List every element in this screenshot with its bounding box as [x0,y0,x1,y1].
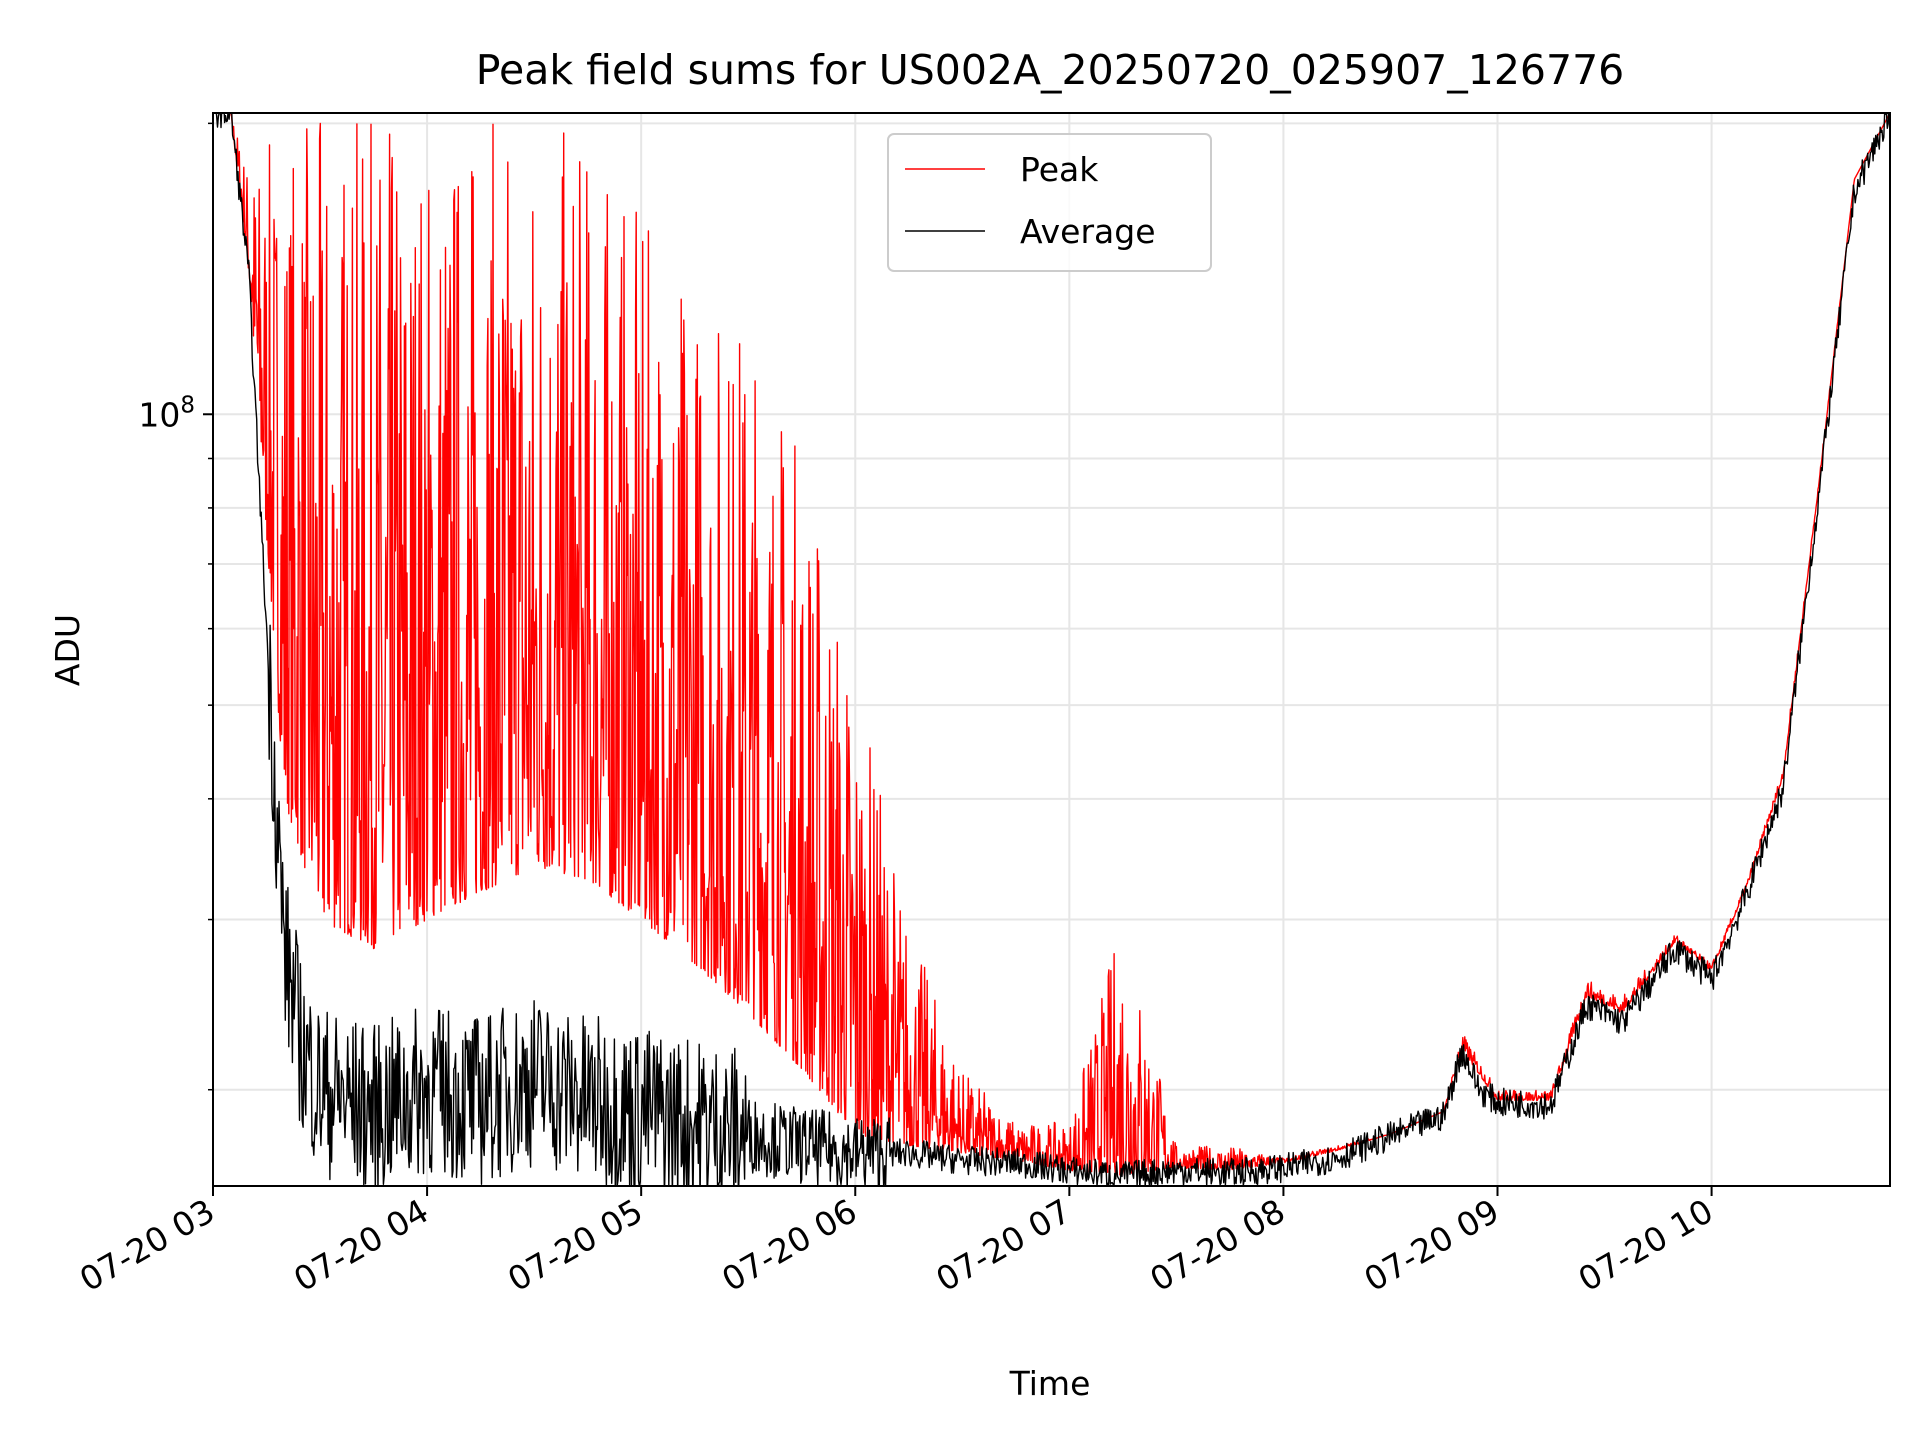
y-tick-label: 108 [138,392,195,434]
plot-frame [212,112,1891,1187]
chart-title: Peak field sums for US002A_20250720_0259… [476,46,1625,94]
average-series-line [215,113,1890,1186]
series-layer [213,113,1890,1186]
legend-label-peak: Peak [1020,150,1099,189]
x-axis-label: Time [1009,1364,1091,1403]
y-axis-label: ADU [48,614,87,686]
legend: Peak Average [887,133,1212,272]
legend-label-average: Average [1020,212,1156,251]
